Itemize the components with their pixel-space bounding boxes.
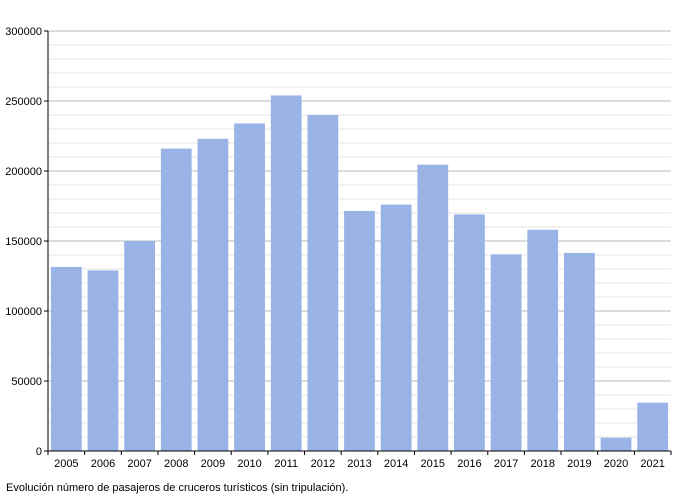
bar-2009 [197, 138, 229, 452]
x-tick-label: 2005 [54, 458, 78, 470]
bar-2015 [417, 164, 449, 451]
x-tick-labels: 2005 2006 2007 2008 2009 2010 2011 2012 2013 2014… [54, 458, 665, 470]
bar-2012 [307, 115, 339, 451]
x-tick-label: 2017 [494, 458, 518, 470]
bar-2014 [380, 204, 412, 451]
x-tick-label: 2015 [421, 458, 445, 470]
y-tick-label: 150000 [5, 236, 42, 248]
x-tick-label: 2009 [201, 458, 225, 470]
bar-2017 [490, 254, 522, 451]
x-tick-label: 2018 [530, 458, 554, 470]
x-tick-label: 2008 [164, 458, 188, 470]
y-tick-label: 0 [36, 446, 42, 458]
bar-2016 [454, 214, 485, 451]
x-tick-label: 2019 [567, 458, 591, 470]
x-tick-label: 2016 [457, 458, 481, 470]
y-tick-label: 100000 [5, 306, 42, 318]
bar-2020 [600, 437, 632, 451]
x-tick-label: 2007 [127, 458, 151, 470]
y-tick-labels: 0 50000 100000 150000 200000 250000 300000 [5, 26, 42, 458]
bar-2007 [124, 241, 156, 451]
x-tick-label: 2014 [384, 458, 408, 470]
y-tick-label: 250000 [5, 96, 42, 108]
bar-2010 [234, 123, 265, 452]
chart-caption: Evolución número de pasajeros de crucero… [6, 482, 349, 494]
bar-2006 [87, 270, 119, 451]
y-tick-label: 300000 [5, 26, 42, 38]
y-tick-label: 50000 [11, 376, 42, 388]
axes [44, 30, 672, 455]
x-tick-label: 2013 [347, 458, 371, 470]
x-tick-label: 2012 [311, 458, 335, 470]
x-tick-label: 2006 [91, 458, 115, 470]
bar-2005 [50, 266, 82, 451]
bar-2018 [527, 229, 559, 451]
y-tick-label: 200000 [5, 166, 42, 178]
x-tick-label: 2010 [237, 458, 261, 470]
x-tick-label: 2011 [274, 458, 298, 470]
bar-2008 [160, 148, 192, 451]
x-tick-label: 2020 [604, 458, 628, 470]
x-tick-label: 2021 [640, 458, 664, 470]
bar-2013 [344, 210, 375, 451]
bars [50, 95, 669, 452]
bar-2021 [637, 402, 669, 451]
bar-2011 [270, 95, 302, 452]
bar-2019 [563, 252, 595, 451]
